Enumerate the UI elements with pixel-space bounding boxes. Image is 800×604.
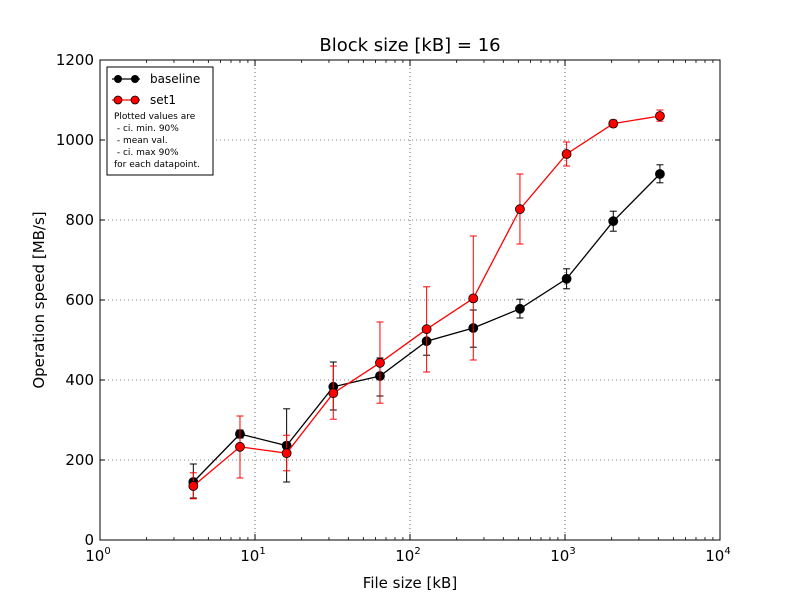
series-set1 <box>188 109 665 500</box>
x-axis-label: File size [kB] <box>363 574 457 592</box>
data-point <box>188 481 199 491</box>
data-point <box>608 216 619 227</box>
y-axis-label: Operation speed [MB/s] <box>30 211 48 388</box>
x-tick-base: 10 <box>85 547 104 565</box>
chart-title: Block size [kB] = 16 <box>319 35 500 56</box>
data-point <box>281 448 292 459</box>
data-point <box>655 111 665 121</box>
legend-marker-baseline <box>131 75 139 83</box>
x-tick-label: 100 <box>85 546 110 565</box>
legend-note-line: - mean val. <box>114 136 168 146</box>
x-tick-exponent: 4 <box>724 546 730 557</box>
legend-marker-set1 <box>113 95 123 105</box>
data-point <box>328 388 339 399</box>
y-tick-label: 400 <box>65 371 94 389</box>
x-tick-base: 10 <box>550 547 569 565</box>
data-point <box>561 149 572 159</box>
legend: baseline set1 Plotted values are - ci. m… <box>106 66 214 176</box>
x-tick-exponent: 2 <box>414 546 420 557</box>
x-tick-base: 10 <box>395 547 414 565</box>
data-point <box>235 441 245 452</box>
legend-label-set1: set1 <box>150 93 176 107</box>
x-tick-base: 10 <box>240 547 259 565</box>
data-point <box>468 293 479 304</box>
y-tick-label: 800 <box>65 211 94 229</box>
legend-note-line: - ci. min. 90% <box>114 124 179 134</box>
y-tick-label: 0 <box>84 531 94 549</box>
legend-note-line: for each datapoint. <box>114 160 200 170</box>
x-tick-exponent: 1 <box>259 546 265 557</box>
x-tick-label: 103 <box>550 546 575 565</box>
legend-marker-set1 <box>130 95 140 105</box>
y-tick-label: 1000 <box>56 131 94 149</box>
series-layer <box>188 109 665 500</box>
y-tick-label: 200 <box>65 451 94 469</box>
legend-note-line: Plotted values are <box>114 112 196 122</box>
data-point <box>375 357 385 368</box>
x-tick-base: 10 <box>705 547 724 565</box>
data-point <box>608 118 619 129</box>
legend-note-line: - ci. max 90% <box>114 148 179 158</box>
x-tick-label: 102 <box>395 546 420 565</box>
legend-marker-baseline <box>114 75 122 83</box>
data-point <box>561 273 572 284</box>
x-tick-label: 104 <box>705 546 730 565</box>
data-point <box>421 324 432 335</box>
x-tick-label: 101 <box>240 546 265 565</box>
data-point <box>515 303 525 314</box>
data-point <box>655 169 665 179</box>
data-point <box>515 204 525 215</box>
y-tick-label: 1200 <box>56 51 94 69</box>
legend-box <box>106 66 214 176</box>
x-tick-exponent: 0 <box>104 546 110 557</box>
y-tick-label: 600 <box>65 291 94 309</box>
legend-label-baseline: baseline <box>150 72 200 86</box>
x-tick-exponent: 3 <box>569 546 575 557</box>
